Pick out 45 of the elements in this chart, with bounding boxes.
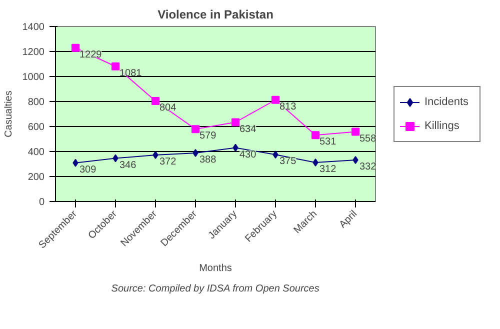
- point: [312, 131, 320, 140]
- point: [272, 150, 278, 159]
- data-label: 346: [120, 160, 137, 171]
- point: [152, 151, 158, 159]
- data-label: 813: [280, 101, 297, 112]
- data-label: 375: [280, 156, 297, 168]
- data-label: 430: [240, 149, 257, 160]
- y-axis-title: Casualties: [3, 90, 14, 138]
- data-label: 579: [200, 130, 217, 142]
- data-label: 372: [160, 156, 177, 168]
- point: [312, 158, 318, 166]
- y-tick-label: 1400: [22, 22, 45, 33]
- y-tick-label: 200: [28, 172, 45, 183]
- point: [352, 128, 360, 136]
- data-label: 531: [320, 136, 337, 148]
- point: [72, 158, 78, 167]
- legend-label: Killings: [424, 120, 460, 132]
- point: [192, 149, 198, 157]
- data-label: 312: [320, 164, 337, 175]
- y-tick-label: 1200: [22, 47, 45, 58]
- data-label: 1229: [80, 49, 102, 60]
- chart-title: Violence in Pakistan: [158, 8, 274, 22]
- data-label: 309: [80, 164, 97, 176]
- y-tick-label: 400: [28, 147, 45, 158]
- point: [272, 96, 280, 104]
- data-label: 388: [200, 154, 217, 166]
- point: [112, 154, 118, 162]
- point: [352, 156, 358, 164]
- point: [72, 44, 80, 52]
- y-tick-label: 0: [38, 197, 45, 208]
- data-label: 804: [160, 102, 177, 114]
- x-axis-title: Months: [199, 262, 232, 274]
- data-label: 558: [360, 133, 377, 144]
- point: [232, 118, 240, 126]
- point: [112, 62, 120, 70]
- y-tick-label: 800: [28, 97, 45, 108]
- point: [192, 125, 200, 134]
- y-tick-label: 1000: [22, 72, 45, 83]
- point: [152, 97, 160, 105]
- data-label: 634: [240, 124, 257, 135]
- legend-label: Incidents: [424, 96, 470, 108]
- data-label: 332: [360, 162, 377, 172]
- y-tick-label: 600: [28, 122, 45, 133]
- point: [232, 144, 238, 152]
- source-note: Source: Compiled by IDSA from Open Sources: [111, 284, 320, 294]
